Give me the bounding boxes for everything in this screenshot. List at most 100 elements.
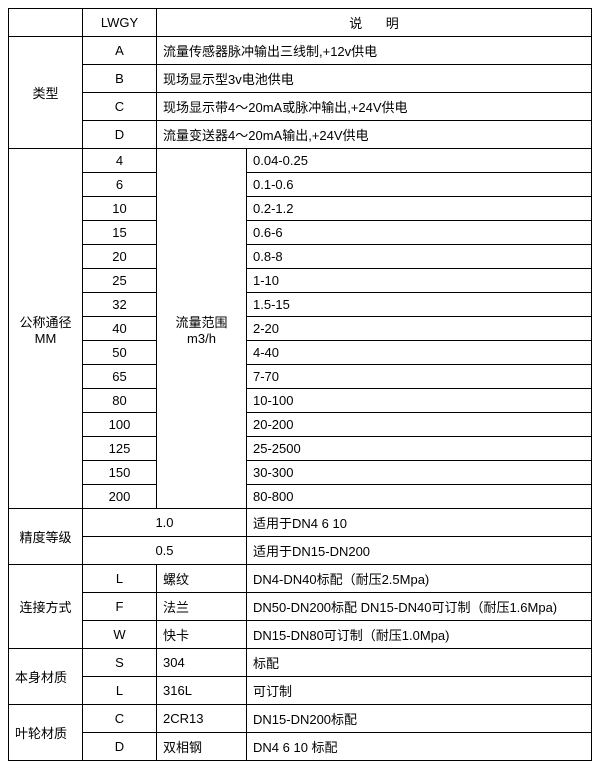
impeller-material-code: C bbox=[83, 705, 157, 733]
table-row: 20 0.8-8 bbox=[9, 245, 592, 269]
table-row: 65 7-70 bbox=[9, 365, 592, 389]
dn-range: 20-200 bbox=[247, 413, 592, 437]
table-row: W 快卡 DN15-DN80可订制（耐压1.0Mpa) bbox=[9, 621, 592, 649]
dn-range: 25-2500 bbox=[247, 437, 592, 461]
type-desc: 流量变送器4～20mA输出,+24V供电 bbox=[157, 121, 592, 149]
dn-range-label-2: m3/h bbox=[163, 331, 240, 346]
type-label: 类型 bbox=[9, 37, 83, 149]
connection-name: 法兰 bbox=[157, 593, 247, 621]
dn-size: 25 bbox=[83, 269, 157, 293]
table-row: 40 2-20 bbox=[9, 317, 592, 341]
dn-size: 100 bbox=[83, 413, 157, 437]
impeller-material-code: D bbox=[83, 733, 157, 761]
dn-range: 2-20 bbox=[247, 317, 592, 341]
dn-range: 30-300 bbox=[247, 461, 592, 485]
dn-size: 65 bbox=[83, 365, 157, 389]
table-row: 25 1-10 bbox=[9, 269, 592, 293]
table-row: 叶轮材质 C 2CR13 DN15-DN200标配 bbox=[9, 705, 592, 733]
table-row: 125 25-2500 bbox=[9, 437, 592, 461]
dn-range: 1-10 bbox=[247, 269, 592, 293]
table-row: D 双相钢 DN4 6 10 标配 bbox=[9, 733, 592, 761]
dn-size: 4 bbox=[83, 149, 157, 173]
dn-label-2: MM bbox=[15, 331, 76, 346]
dn-size: 15 bbox=[83, 221, 157, 245]
table-row: 100 20-200 bbox=[9, 413, 592, 437]
impeller-material-label: 叶轮材质 bbox=[9, 705, 83, 761]
body-material-desc: 标配 bbox=[247, 649, 592, 677]
connection-desc: DN15-DN80可订制（耐压1.0Mpa) bbox=[247, 621, 592, 649]
table-row: 精度等级 1.0 适用于DN4 6 10 bbox=[9, 509, 592, 537]
table-row: 32 1.5-15 bbox=[9, 293, 592, 317]
header-code: LWGY bbox=[83, 9, 157, 37]
body-material-name: 316L bbox=[157, 677, 247, 705]
connection-label: 连接方式 bbox=[9, 565, 83, 649]
dn-size: 10 bbox=[83, 197, 157, 221]
dn-size: 125 bbox=[83, 437, 157, 461]
accuracy-grade: 0.5 bbox=[83, 537, 247, 565]
connection-desc: DN50-DN200标配 DN15-DN40可订制（耐压1.6Mpa) bbox=[247, 593, 592, 621]
type-code: D bbox=[83, 121, 157, 149]
dn-size: 6 bbox=[83, 173, 157, 197]
dn-size: 50 bbox=[83, 341, 157, 365]
accuracy-desc: 适用于DN4 6 10 bbox=[247, 509, 592, 537]
accuracy-grade: 1.0 bbox=[83, 509, 247, 537]
connection-code: F bbox=[83, 593, 157, 621]
table-row: B 现场显示型3v电池供电 bbox=[9, 65, 592, 93]
type-code: C bbox=[83, 93, 157, 121]
dn-range: 80-800 bbox=[247, 485, 592, 509]
accuracy-desc: 适用于DN15-DN200 bbox=[247, 537, 592, 565]
table-row: 50 4-40 bbox=[9, 341, 592, 365]
body-material-code: L bbox=[83, 677, 157, 705]
body-material-code: S bbox=[83, 649, 157, 677]
table-row: 80 10-100 bbox=[9, 389, 592, 413]
dn-range-label-1: 流量范围 bbox=[163, 312, 240, 331]
dn-range: 1.5-15 bbox=[247, 293, 592, 317]
table-row: 20080-800 bbox=[9, 485, 592, 509]
impeller-material-name: 双相钢 bbox=[157, 733, 247, 761]
type-code: B bbox=[83, 65, 157, 93]
dn-size: 150 bbox=[83, 461, 157, 485]
dn-range: 0.8-8 bbox=[247, 245, 592, 269]
connection-name: 快卡 bbox=[157, 621, 247, 649]
dn-size: 20 bbox=[83, 245, 157, 269]
impeller-material-desc: DN15-DN200标配 bbox=[247, 705, 592, 733]
table-row: F 法兰 DN50-DN200标配 DN15-DN40可订制（耐压1.6Mpa) bbox=[9, 593, 592, 621]
header-row: LWGY 说明 bbox=[9, 9, 592, 37]
type-desc: 现场显示带4～20mA或脉冲输出,+24V供电 bbox=[157, 93, 592, 121]
type-code: A bbox=[83, 37, 157, 65]
dn-label: 公称通径 MM bbox=[9, 149, 83, 509]
dn-size: 40 bbox=[83, 317, 157, 341]
table-row: 连接方式 L 螺纹 DN4-DN40标配（耐压2.5Mpa) bbox=[9, 565, 592, 593]
spec-table: LWGY 说明 类型 A 流量传感器脉冲输出三线制,+12v供电 B 现场显示型… bbox=[8, 8, 592, 761]
table-row: 本身材质 S 304 标配 bbox=[9, 649, 592, 677]
dn-size: 80 bbox=[83, 389, 157, 413]
body-material-label: 本身材质 bbox=[9, 649, 83, 705]
dn-range-label: 流量范围 m3/h bbox=[157, 149, 247, 509]
table-row: 公称通径 MM 4 流量范围 m3/h 0.04-0.25 bbox=[9, 149, 592, 173]
table-row: 0.5 适用于DN15-DN200 bbox=[9, 537, 592, 565]
impeller-material-desc: DN4 6 10 标配 bbox=[247, 733, 592, 761]
connection-code: W bbox=[83, 621, 157, 649]
type-desc: 流量传感器脉冲输出三线制,+12v供电 bbox=[157, 37, 592, 65]
dn-range: 4-40 bbox=[247, 341, 592, 365]
accuracy-label: 精度等级 bbox=[9, 509, 83, 565]
dn-range: 0.1-0.6 bbox=[247, 173, 592, 197]
dn-range: 0.04-0.25 bbox=[247, 149, 592, 173]
table-row: 150 30-300 bbox=[9, 461, 592, 485]
dn-size: 32 bbox=[83, 293, 157, 317]
connection-code: L bbox=[83, 565, 157, 593]
dn-range: 7-70 bbox=[247, 365, 592, 389]
type-desc: 现场显示型3v电池供电 bbox=[157, 65, 592, 93]
connection-desc: DN4-DN40标配（耐压2.5Mpa) bbox=[247, 565, 592, 593]
table-row: 类型 A 流量传感器脉冲输出三线制,+12v供电 bbox=[9, 37, 592, 65]
table-row: 6 0.1-0.6 bbox=[9, 173, 592, 197]
body-material-desc: 可订制 bbox=[247, 677, 592, 705]
table-row: L 316L 可订制 bbox=[9, 677, 592, 705]
header-desc: 说明 bbox=[157, 9, 592, 37]
dn-range: 0.6-6 bbox=[247, 221, 592, 245]
header-desc-text: 说明 bbox=[326, 16, 422, 31]
dn-label-1: 公称通径 bbox=[15, 312, 76, 331]
table-row: 100.2-1.2 bbox=[9, 197, 592, 221]
body-material-name: 304 bbox=[157, 649, 247, 677]
dn-range: 10-100 bbox=[247, 389, 592, 413]
